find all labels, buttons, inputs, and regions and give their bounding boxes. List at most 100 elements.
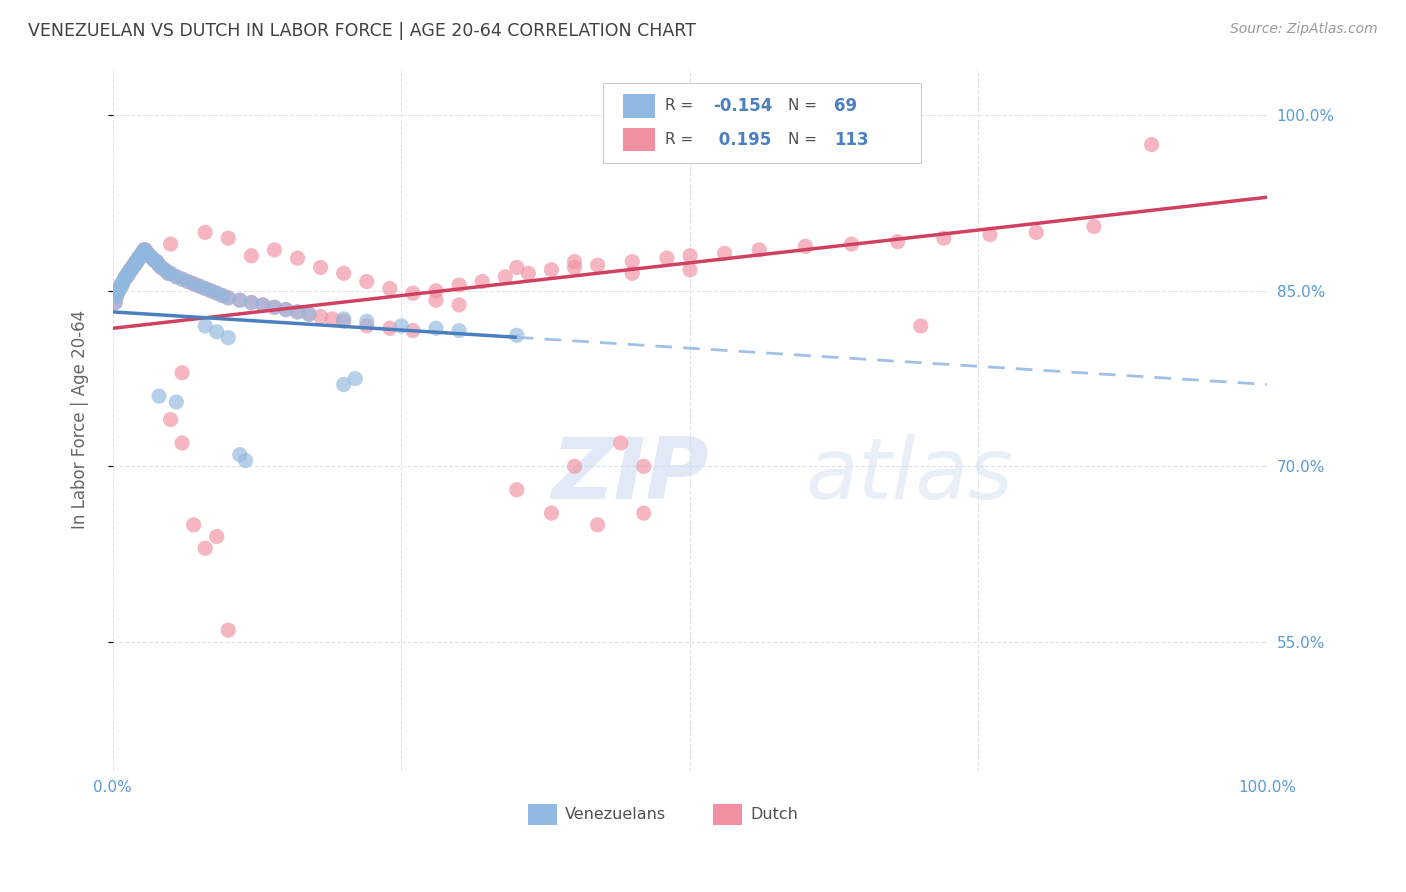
- Point: [104, 295, 127, 310]
- Point: [932, 231, 955, 245]
- Point: [1140, 137, 1163, 152]
- Point: [378, 321, 401, 335]
- Text: 0.195: 0.195: [713, 131, 772, 149]
- Point: [153, 262, 176, 277]
- Point: [200, 284, 222, 298]
- Point: [183, 277, 205, 291]
- Point: [122, 258, 145, 272]
- Point: [107, 286, 129, 301]
- Point: [287, 305, 309, 319]
- Point: [356, 275, 378, 289]
- Point: [886, 235, 908, 249]
- Point: [148, 258, 170, 272]
- Point: [564, 260, 586, 275]
- Text: VENEZUELAN VS DUTCH IN LABOR FORCE | AGE 20-64 CORRELATION CHART: VENEZUELAN VS DUTCH IN LABOR FORCE | AGE…: [28, 22, 696, 40]
- Point: [159, 266, 181, 280]
- Point: [107, 286, 129, 301]
- Point: [141, 251, 163, 265]
- Point: [321, 312, 343, 326]
- Point: [159, 266, 181, 280]
- Point: [129, 249, 152, 263]
- Point: [172, 366, 194, 380]
- Point: [471, 275, 494, 289]
- Point: [159, 237, 181, 252]
- Point: [506, 483, 529, 497]
- Point: [150, 260, 173, 275]
- Point: [287, 305, 309, 319]
- Text: N =: N =: [787, 98, 823, 113]
- Point: [205, 530, 228, 544]
- Point: [132, 246, 155, 260]
- Point: [120, 262, 142, 277]
- Point: [425, 321, 447, 335]
- Point: [332, 314, 354, 328]
- Point: [132, 243, 155, 257]
- Point: [104, 295, 127, 310]
- Point: [402, 286, 425, 301]
- Point: [211, 288, 233, 302]
- Point: [240, 295, 263, 310]
- Point: [425, 293, 447, 308]
- Point: [153, 262, 176, 277]
- Text: R =: R =: [665, 132, 697, 147]
- Point: [125, 254, 148, 268]
- Point: [287, 251, 309, 265]
- Point: [118, 266, 141, 280]
- Point: [841, 237, 863, 252]
- Point: [136, 246, 159, 260]
- Point: [332, 266, 354, 280]
- Point: [378, 281, 401, 295]
- Point: [298, 307, 321, 321]
- Text: atlas: atlas: [806, 434, 1014, 517]
- Point: [112, 272, 135, 286]
- Point: [111, 277, 134, 292]
- Point: [194, 281, 217, 295]
- Point: [252, 298, 274, 312]
- Text: 113: 113: [834, 131, 869, 149]
- Text: -0.154: -0.154: [713, 97, 772, 115]
- Point: [124, 258, 146, 272]
- Point: [110, 277, 132, 292]
- Point: [117, 266, 139, 280]
- Point: [120, 262, 142, 277]
- Point: [356, 318, 378, 333]
- Point: [263, 300, 285, 314]
- Point: [148, 258, 170, 272]
- Point: [449, 298, 471, 312]
- Point: [108, 281, 131, 295]
- Point: [177, 275, 200, 289]
- Point: [240, 295, 263, 310]
- Bar: [623, 95, 655, 118]
- FancyBboxPatch shape: [603, 83, 921, 163]
- Point: [194, 541, 217, 556]
- Point: [235, 453, 257, 467]
- Point: [172, 272, 194, 286]
- Point: [120, 262, 142, 277]
- Point: [309, 310, 332, 324]
- Point: [621, 266, 644, 280]
- Point: [128, 251, 150, 265]
- Point: [274, 302, 297, 317]
- Point: [107, 284, 129, 298]
- Point: [679, 262, 702, 277]
- Point: [564, 254, 586, 268]
- Point: [134, 243, 156, 257]
- Point: [586, 258, 609, 272]
- Point: [229, 293, 252, 308]
- Point: [217, 623, 239, 637]
- Point: [979, 227, 1001, 242]
- Point: [586, 517, 609, 532]
- Text: ZIP: ZIP: [551, 434, 709, 517]
- Point: [143, 253, 166, 268]
- Point: [136, 246, 159, 260]
- Point: [332, 312, 354, 326]
- Point: [633, 459, 655, 474]
- Point: [127, 251, 149, 265]
- Point: [449, 324, 471, 338]
- Point: [159, 412, 181, 426]
- Point: [122, 258, 145, 272]
- Point: [211, 288, 233, 302]
- Text: Venezuelans: Venezuelans: [565, 806, 666, 822]
- Point: [506, 328, 529, 343]
- Point: [157, 266, 180, 280]
